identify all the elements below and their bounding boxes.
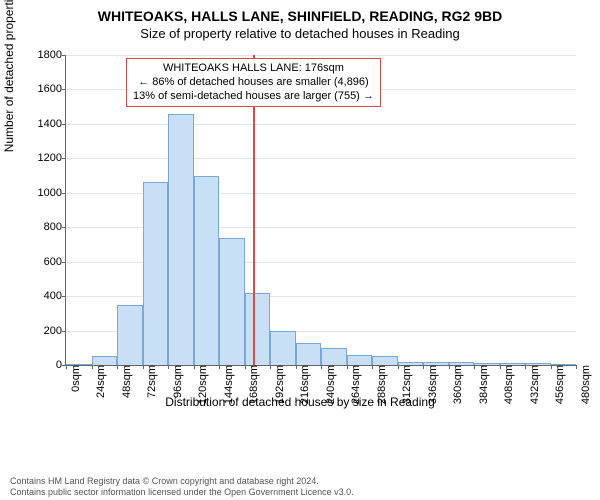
ytick-label: 600 (44, 256, 66, 268)
histogram-bar (296, 343, 322, 365)
plot-area: 020040060080010001200140016001800WHITEOA… (65, 55, 576, 366)
chart-container: Number of detached properties 0200400600… (10, 45, 590, 425)
chart-subtitle: Size of property relative to detached ho… (0, 24, 600, 45)
histogram-bar (321, 348, 347, 365)
histogram-bar (270, 331, 296, 365)
footer-line-1: Contains HM Land Registry data © Crown c… (10, 476, 354, 487)
ytick-label: 200 (44, 325, 66, 337)
ytick-label: 1800 (38, 49, 66, 61)
annotation-line-2: ← 86% of detached houses are smaller (4,… (133, 76, 374, 90)
annotation-box: WHITEOAKS HALLS LANE: 176sqm← 86% of det… (126, 58, 381, 107)
ytick-label: 1200 (38, 152, 66, 164)
ytick-label: 1000 (38, 187, 66, 199)
histogram-bar (347, 355, 373, 365)
histogram-bar (219, 238, 245, 365)
x-axis-label: Distribution of detached houses by size … (10, 395, 590, 409)
ytick-label: 800 (44, 221, 66, 233)
ytick-label: 1600 (38, 83, 66, 95)
y-axis-label: Number of detached properties (2, 0, 16, 152)
histogram-bar (143, 182, 169, 365)
gridline (66, 55, 576, 56)
xtick-label: 0sqm (66, 365, 82, 392)
histogram-bar (117, 305, 143, 365)
annotation-line-3: 13% of semi-detached houses are larger (… (133, 90, 374, 104)
xtick-label: 96sqm (168, 365, 184, 398)
footer-attribution: Contains HM Land Registry data © Crown c… (10, 476, 354, 498)
gridline (66, 158, 576, 159)
ytick-label: 400 (44, 290, 66, 302)
annotation-line-1: WHITEOAKS HALLS LANE: 176sqm (133, 62, 374, 76)
histogram-bar (245, 293, 271, 365)
histogram-bar (168, 114, 194, 365)
histogram-bar (372, 356, 398, 365)
xtick-label: 72sqm (143, 365, 159, 398)
ytick-label: 1400 (38, 118, 66, 130)
ytick-label: 0 (56, 359, 66, 371)
histogram-bar (92, 356, 118, 365)
gridline (66, 124, 576, 125)
xtick-label: 24sqm (92, 365, 108, 398)
histogram-bar (194, 176, 220, 365)
page-title: WHITEOAKS, HALLS LANE, SHINFIELD, READIN… (0, 0, 600, 24)
xtick-label: 48sqm (117, 365, 133, 398)
footer-line-2: Contains public sector information licen… (10, 487, 354, 498)
